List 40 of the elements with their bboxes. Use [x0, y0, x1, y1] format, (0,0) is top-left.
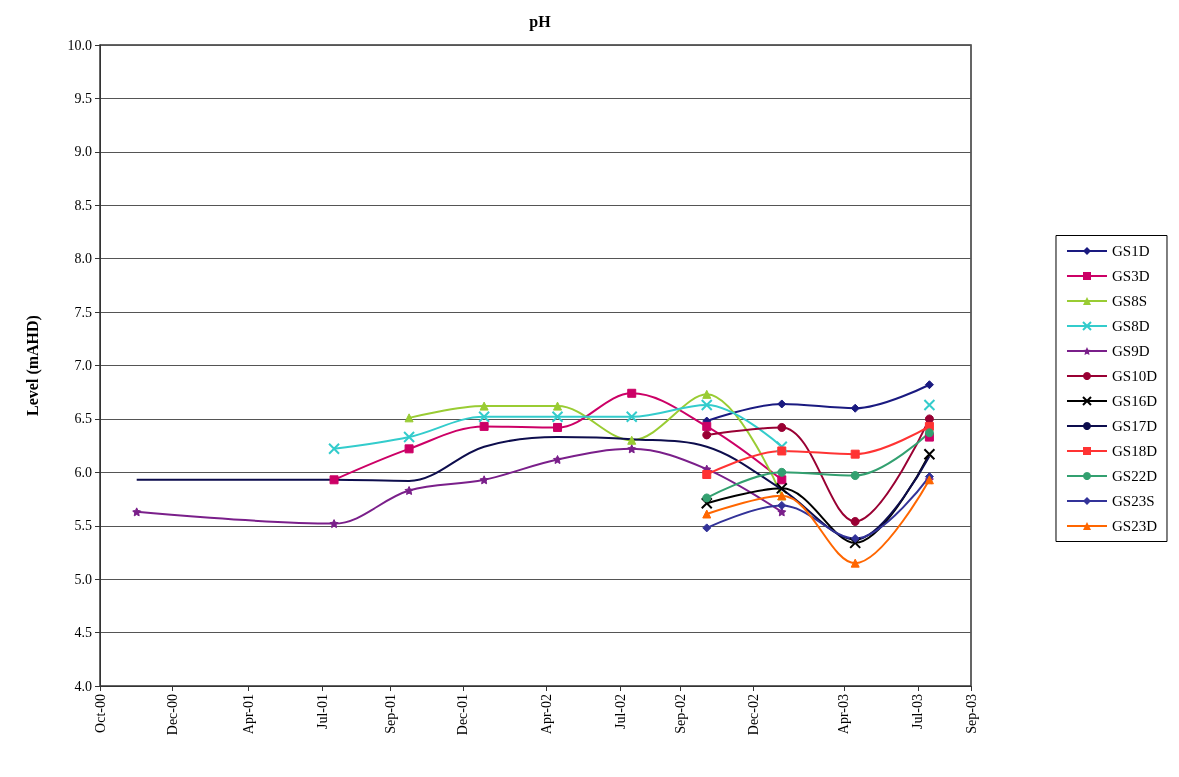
y-tick-label: 4.0: [74, 678, 92, 694]
x-tick-label: Sep-02: [673, 694, 689, 734]
x-tick-label: Jul-01: [315, 694, 331, 729]
y-tick-label: 7.0: [74, 358, 92, 373]
legend-label: GS10D: [1111, 368, 1158, 384]
legend-label: GS23S: [1111, 493, 1155, 509]
x-tick-label: Apr-03: [836, 694, 852, 735]
legend-label: GS16D: [1111, 393, 1158, 409]
x-tick-label: Apr-01: [240, 694, 256, 735]
legend-label: GS8D: [1111, 318, 1150, 334]
y-tick-label: 8.0: [74, 251, 92, 267]
x-tick-label: Dec-00: [165, 694, 181, 736]
legend-label: GS1D: [1111, 243, 1150, 259]
x-tick-label: Jul-03: [910, 694, 926, 729]
legend-label: GS17D: [1111, 418, 1158, 434]
y-tick-label: 7.5: [74, 304, 92, 320]
y-tick-label: 8.5: [74, 197, 92, 213]
y-tick-label: 9.5: [74, 90, 92, 106]
y-tick-label: 5.0: [74, 571, 92, 587]
y-tick-label: 6.0: [74, 464, 92, 480]
x-tick-label: Oct-00: [92, 694, 108, 733]
x-tick-label: Dec-02: [745, 694, 761, 736]
x-tick-label: Sep-03: [963, 694, 979, 734]
legend-label: GS23D: [1111, 518, 1158, 534]
legend-label: GS9D: [1111, 343, 1150, 359]
y-tick-label: 6.5: [74, 411, 92, 427]
y-tick-label: 5.5: [74, 518, 92, 534]
legend-label: GS3D: [1111, 268, 1150, 284]
y-axis-title: Level (mAHD): [23, 315, 42, 416]
x-tick-label: Dec-01: [455, 694, 471, 736]
x-tick-label: Jul-02: [612, 694, 628, 729]
chart-title: pH: [529, 12, 552, 31]
x-tick-label: Sep-01: [382, 694, 398, 734]
y-tick-label: 4.5: [74, 625, 92, 641]
y-tick-label: 10.0: [67, 37, 92, 53]
legend-label: GS18D: [1111, 443, 1158, 459]
legend-label: GS22D: [1111, 468, 1158, 484]
legend-label: GS8S: [1111, 293, 1148, 309]
y-tick-label: 9.0: [74, 144, 92, 160]
x-tick-label: Apr-02: [538, 694, 554, 735]
